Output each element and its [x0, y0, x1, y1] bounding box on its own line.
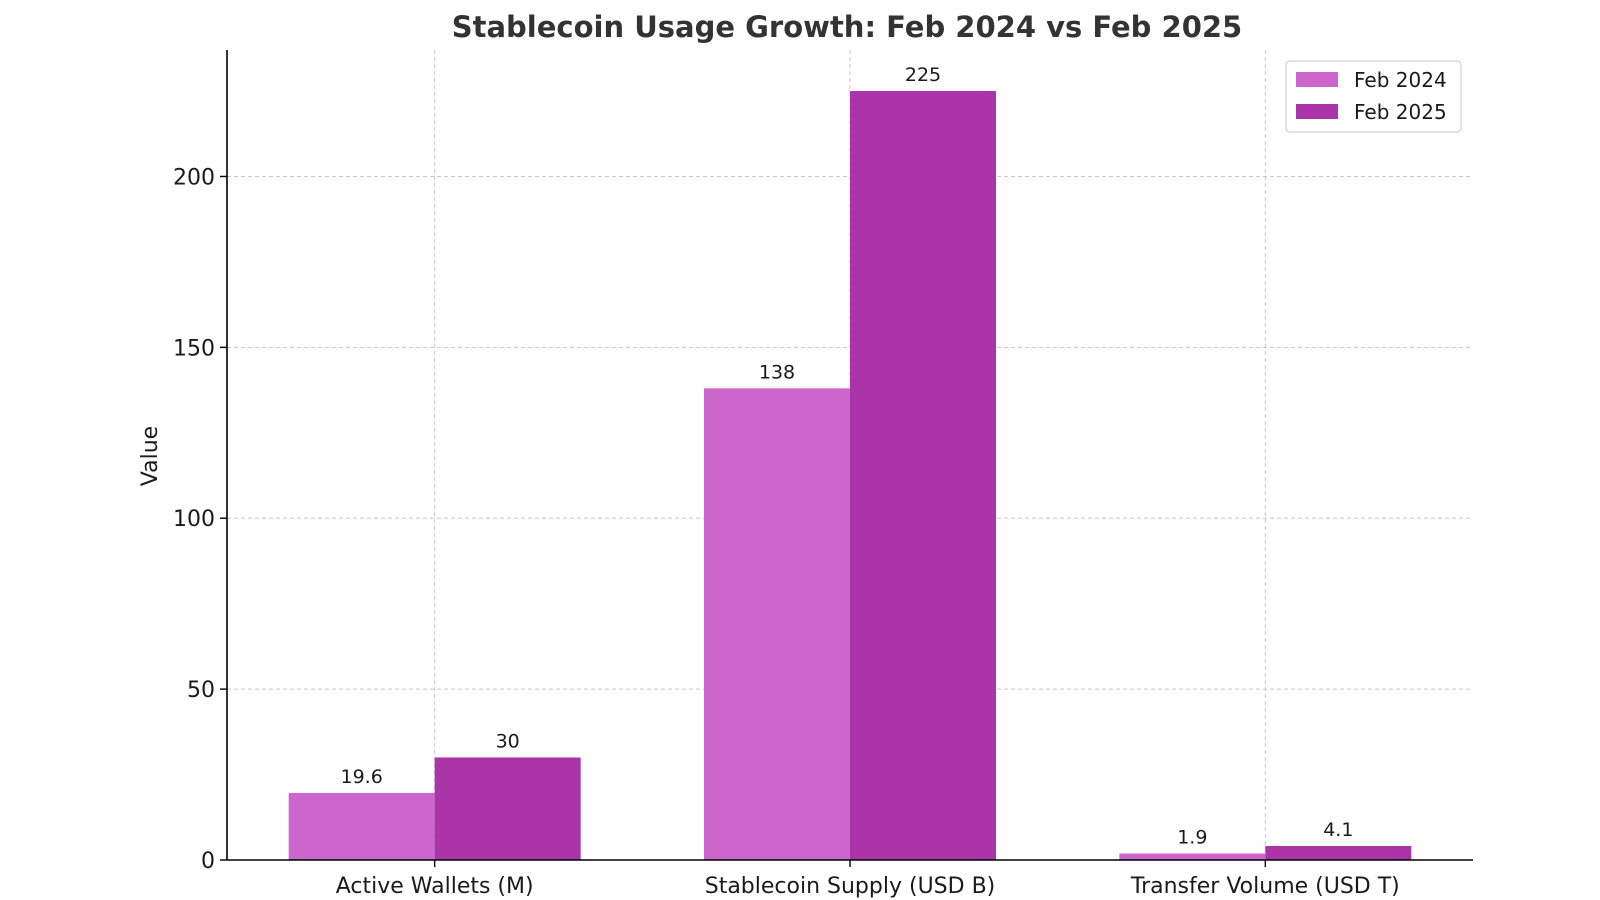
y-tick-label: 200 [173, 165, 215, 190]
y-tick-label: 100 [173, 507, 215, 532]
bar-feb-2025 [850, 91, 996, 861]
legend-entry: Feb 2024 [1354, 68, 1447, 92]
y-axis-label: Value [138, 426, 163, 486]
bar-feb-2025 [1265, 845, 1412, 860]
legend-swatch [1296, 104, 1338, 119]
legend-entry: Feb 2025 [1354, 100, 1447, 124]
data-label: 19.6 [341, 766, 383, 788]
x-tick-label: Stablecoin Supply (USD B) [705, 874, 996, 899]
data-label: 225 [905, 64, 941, 86]
bars-layer [288, 91, 1412, 861]
bar-feb-2024 [704, 388, 850, 860]
legend-swatch [1296, 72, 1338, 87]
bar-feb-2024 [288, 793, 435, 860]
data-label: 1.9 [1177, 827, 1207, 849]
chart-title: Stablecoin Usage Growth: Feb 2024 vs Feb… [452, 10, 1243, 44]
bar-feb-2024 [1119, 853, 1266, 860]
y-tick-label: 50 [187, 678, 215, 703]
data-labels-layer: 19.6 138 1.9 30 225 4.1 [341, 64, 1354, 848]
y-tick-label: 0 [201, 849, 215, 874]
axes-layer: 0 50 100 150 200 Active Wallets (M) Stablecoin… [173, 50, 1473, 899]
data-label: 138 [759, 361, 795, 383]
data-label: 30 [496, 730, 520, 752]
x-tick-label: Active Wallets (M) [336, 874, 534, 899]
y-tick-label: 150 [173, 336, 215, 361]
legend: Feb 2024 Feb 2025 [1285, 60, 1462, 133]
x-tick-label: Transfer Volume (USD T) [1130, 874, 1400, 899]
bar-feb-2025 [434, 757, 581, 860]
data-label: 4.1 [1323, 819, 1353, 841]
